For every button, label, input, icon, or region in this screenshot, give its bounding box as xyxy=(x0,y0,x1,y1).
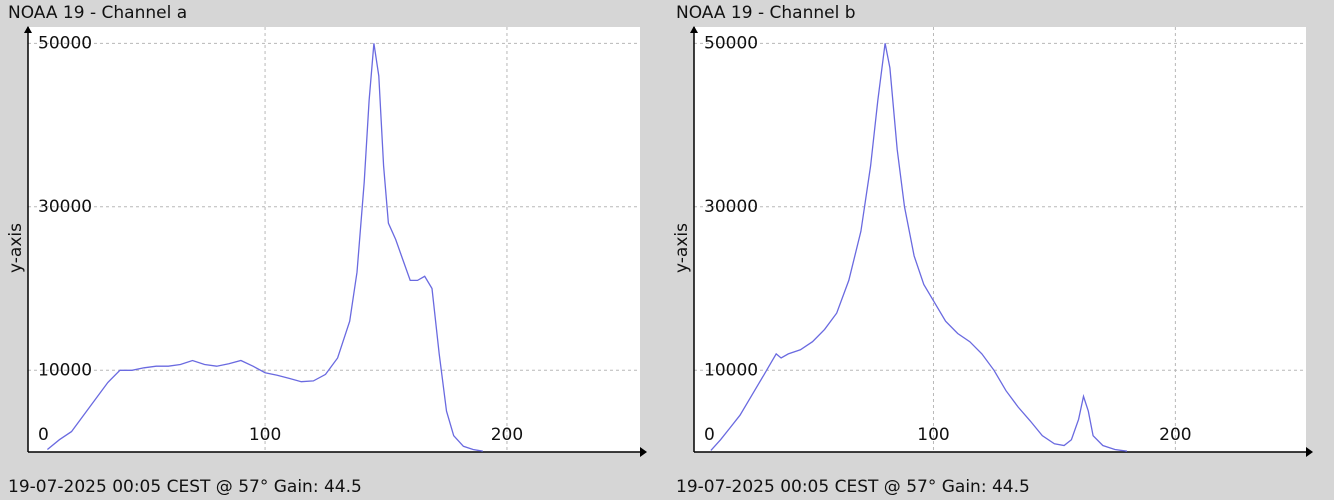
y-tick-label: 30000 xyxy=(38,197,92,217)
y-tick-label: 0 xyxy=(38,425,49,445)
chart-title: NOAA 19 - Channel b xyxy=(676,3,856,23)
data-line xyxy=(46,43,483,452)
x-tick-label: 100 xyxy=(917,425,949,445)
y-axis-label: y-axis xyxy=(672,223,692,273)
x-tick-label: 200 xyxy=(1159,425,1191,445)
y-axis-label: y-axis xyxy=(6,223,26,273)
y-tick-label: 50000 xyxy=(38,33,92,53)
footer: 19-07-2025 00:05 CEST @ 57° Gain: 44.5 xyxy=(676,477,1030,497)
y-tick-label: 30000 xyxy=(704,197,758,217)
chart-title: NOAA 19 - Channel a xyxy=(8,3,187,23)
footer: 19-07-2025 00:05 CEST @ 57° Gain: 44.5 xyxy=(8,477,362,497)
x-tick-label: 200 xyxy=(491,425,523,445)
plot-area xyxy=(28,27,640,452)
x-tick-label: 100 xyxy=(249,425,281,445)
x-axis-arrow xyxy=(1306,447,1313,457)
y-axis-arrow xyxy=(690,26,698,33)
y-axis-arrow xyxy=(24,26,32,33)
y-tick-label: 10000 xyxy=(704,360,758,380)
y-tick-label: 0 xyxy=(704,425,715,445)
data-line xyxy=(710,43,1128,452)
y-tick-label: 10000 xyxy=(38,360,92,380)
plot-area xyxy=(694,27,1306,452)
y-tick-label: 50000 xyxy=(704,33,758,53)
x-axis-arrow xyxy=(640,447,647,457)
